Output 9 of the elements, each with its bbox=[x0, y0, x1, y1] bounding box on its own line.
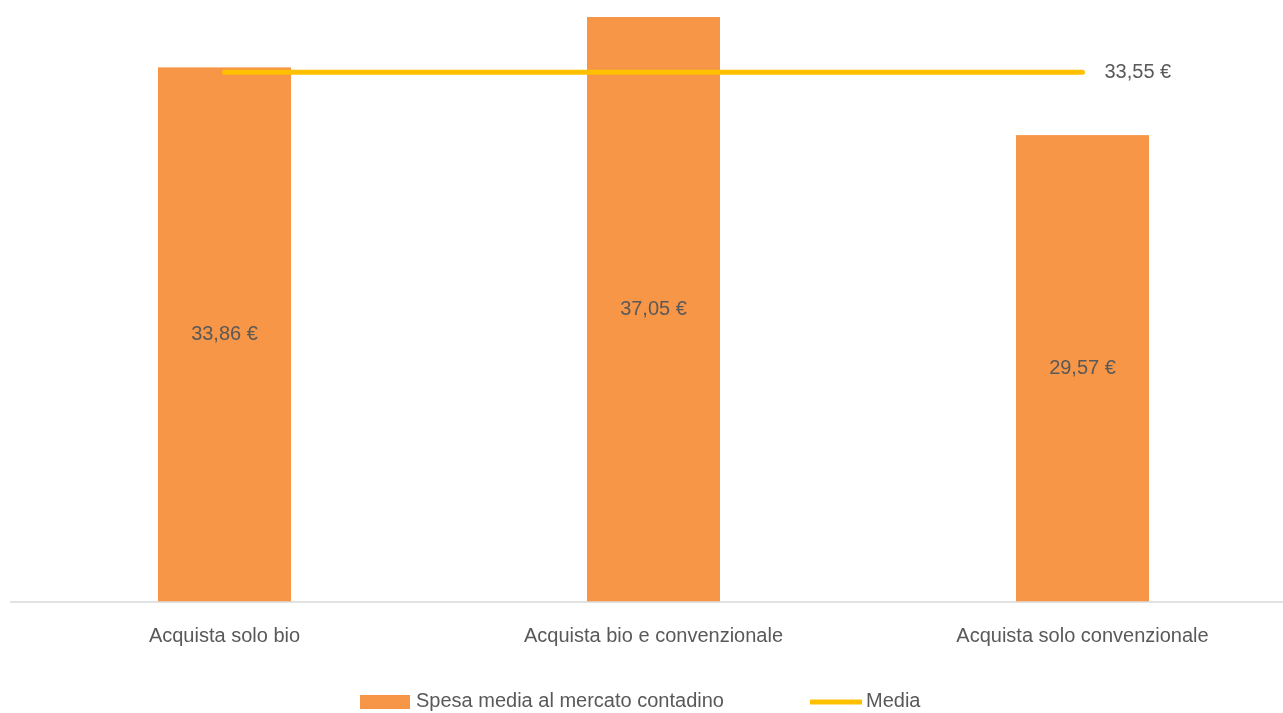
x-tick-label: Acquista solo convenzionale bbox=[956, 624, 1209, 646]
data-label: 29,57 € bbox=[1049, 355, 1116, 378]
data-label: 33,86 € bbox=[191, 321, 258, 344]
x-tick-label: Acquista solo bio bbox=[148, 624, 301, 646]
legend-label: Media bbox=[866, 689, 922, 712]
x-tick-label: Acquista bio e convenzionale bbox=[523, 624, 784, 646]
data-label: 33,55 € bbox=[1104, 59, 1172, 82]
legend-label: Spesa media al mercato contadino bbox=[416, 689, 724, 712]
data-label: 37,05 € bbox=[620, 296, 687, 319]
